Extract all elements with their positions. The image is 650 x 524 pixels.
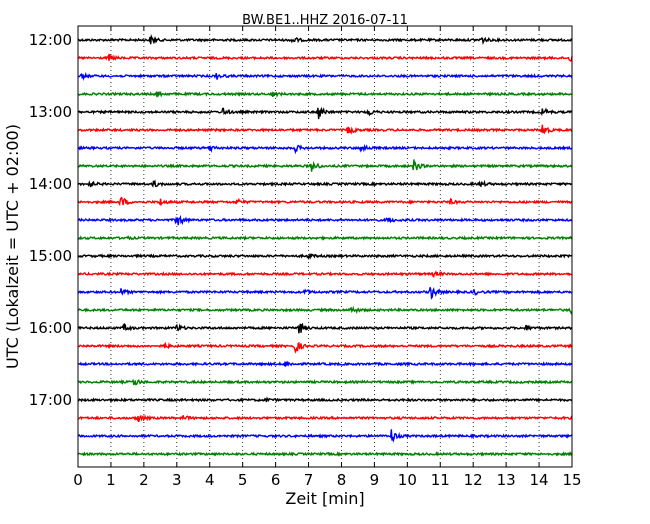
trace-line [77, 179, 573, 188]
x-tick-label: 4 [205, 471, 215, 489]
x-tick-label: 1 [106, 471, 116, 489]
trace-line [77, 429, 573, 443]
chart-title: BW.BE1..HHZ 2016-07-11 [242, 13, 408, 28]
trace-line [77, 287, 573, 300]
y-tick-label: 13:00 [29, 103, 72, 121]
trace-line [77, 270, 573, 278]
trace-line [77, 378, 573, 386]
x-tick-label: 9 [370, 471, 380, 489]
trace-line [77, 414, 573, 423]
x-tick-label: 11 [431, 471, 450, 489]
x-axis-label: Zeit [min] [285, 489, 364, 508]
trace-line [77, 214, 573, 226]
axis-layer: 0 1 2 3 4 5 6 7 8 9 10 11 12 13 14 1512:0013:0014:0015:… [29, 26, 582, 489]
trace-line [78, 305, 573, 315]
x-tick-label: 7 [304, 471, 314, 489]
x-tick-label: 3 [172, 471, 182, 489]
trace-line [77, 341, 573, 354]
x-tick-label: 5 [238, 471, 248, 489]
trace-line [77, 253, 573, 261]
trace-line [77, 33, 573, 45]
x-tick-label: 10 [398, 471, 417, 489]
x-tick-label: 6 [271, 471, 281, 489]
y-axis-label: UTC (Lokalzeit = UTC + 02:00) [3, 124, 22, 369]
y-tick-label: 17:00 [29, 391, 72, 409]
trace-line [77, 106, 573, 120]
y-tick-label: 16:00 [29, 319, 72, 337]
plot-frame [77, 25, 573, 468]
trace-layer [77, 33, 573, 457]
trace-line [77, 235, 573, 241]
trace-line [77, 196, 573, 207]
trace-line [77, 124, 573, 135]
trace-line [77, 71, 573, 82]
grid-layer [110, 26, 540, 467]
y-tick-label: 15:00 [29, 247, 72, 265]
trace-line [77, 90, 573, 98]
trace-line [77, 143, 573, 155]
x-tick-label: 0 [73, 471, 83, 489]
x-tick-label: 13 [497, 471, 516, 489]
x-tick-label: 15 [562, 471, 581, 489]
y-tick-label: 14:00 [29, 175, 72, 193]
x-tick-label: 14 [530, 471, 549, 489]
trace-line [77, 322, 573, 334]
y-tick-label: 12:00 [29, 31, 72, 49]
trace-line [77, 451, 573, 457]
trace-line [77, 396, 573, 403]
x-tick-label: 2 [139, 471, 149, 489]
trace-line [77, 53, 573, 62]
x-tick-label: 8 [337, 471, 347, 489]
trace-line [77, 360, 573, 367]
trace-line [77, 159, 573, 172]
x-tick-label: 12 [464, 471, 483, 489]
